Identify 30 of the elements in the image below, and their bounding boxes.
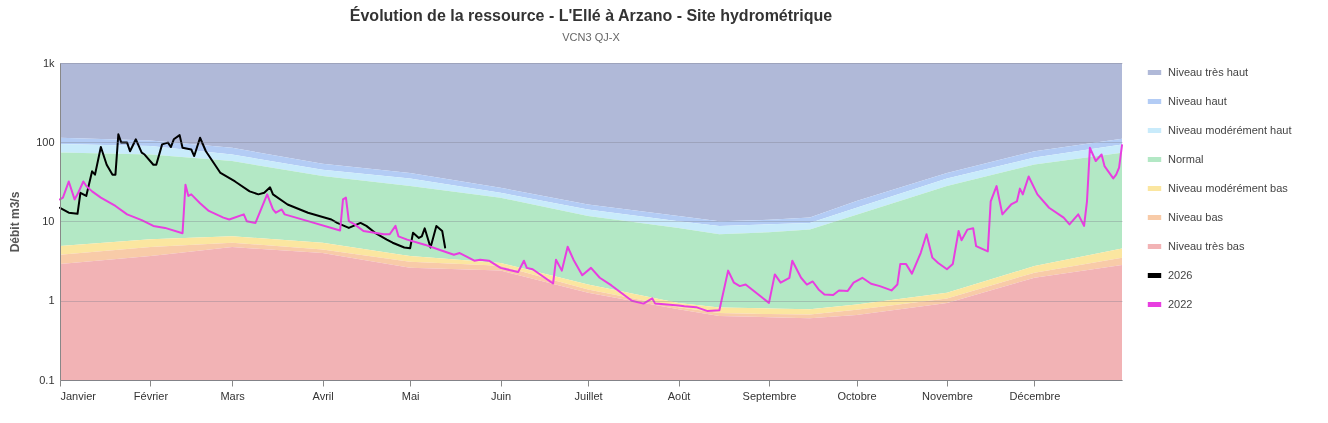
y-tick-label: 1 <box>48 294 55 307</box>
x-tick-label: Novembre <box>922 389 973 402</box>
x-tick-label: Octobre <box>837 389 877 402</box>
legend-label: Niveau très bas <box>1168 239 1245 252</box>
x-tick-label: Mars <box>220 389 246 402</box>
x-tick-label: Juin <box>490 389 512 402</box>
y-tick-label: 0.1 <box>39 373 55 386</box>
x-tick-label: Septembre <box>742 389 797 402</box>
x-tick-label: Janvier <box>60 389 97 402</box>
legend-label: Normal <box>1168 152 1204 165</box>
y-tick-label: 1k <box>42 56 55 69</box>
legend-label: Niveau modérément haut <box>1168 123 1292 136</box>
y-axis-title: Débit m3/s <box>8 191 23 253</box>
y-tick-label: 100 <box>36 135 55 148</box>
chart-subtitle: VCN3 QJ-X <box>562 31 621 43</box>
x-tick-label: Mai <box>401 389 420 402</box>
x-tick-label: Août <box>667 389 691 402</box>
legend-label: 2022 <box>1168 297 1193 310</box>
x-tick-label: Décembre <box>1009 389 1061 402</box>
legend-label: Niveau haut <box>1168 94 1227 107</box>
x-tick-label: Juillet <box>574 389 603 402</box>
legend-label: Niveau bas <box>1168 210 1224 223</box>
y-tick-label: 10 <box>42 215 55 227</box>
chart-title: Évolution de la ressource - L'Ellé à Arzano - Site hydrométrique <box>349 6 833 24</box>
line-series <box>59 133 447 250</box>
x-tick-label: Février <box>133 389 169 402</box>
legend-label: 2026 <box>1168 268 1193 281</box>
x-tick-label: Avril <box>312 389 334 402</box>
legend-label: Niveau très haut <box>1168 65 1249 78</box>
legend-label: Niveau modérément bas <box>1168 181 1289 194</box>
